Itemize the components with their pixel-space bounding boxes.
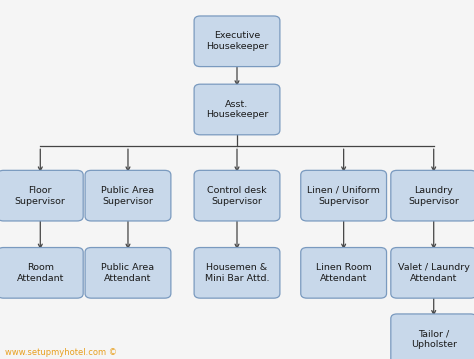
FancyBboxPatch shape bbox=[85, 248, 171, 298]
Text: Valet / Laundry
Attendant: Valet / Laundry Attendant bbox=[398, 263, 470, 283]
Text: Linen Room
Attendant: Linen Room Attendant bbox=[316, 263, 372, 283]
Text: Control desk
Supervisor: Control desk Supervisor bbox=[207, 186, 267, 206]
FancyBboxPatch shape bbox=[0, 248, 83, 298]
FancyBboxPatch shape bbox=[194, 170, 280, 221]
FancyBboxPatch shape bbox=[194, 84, 280, 135]
Text: Floor
Supervisor: Floor Supervisor bbox=[15, 186, 66, 206]
FancyBboxPatch shape bbox=[194, 16, 280, 67]
Text: Asst.
Housekeeper: Asst. Housekeeper bbox=[206, 99, 268, 120]
FancyBboxPatch shape bbox=[85, 170, 171, 221]
FancyBboxPatch shape bbox=[391, 248, 474, 298]
FancyBboxPatch shape bbox=[194, 248, 280, 298]
FancyBboxPatch shape bbox=[301, 170, 386, 221]
FancyBboxPatch shape bbox=[391, 314, 474, 359]
Text: Tailor /
Upholster: Tailor / Upholster bbox=[410, 329, 457, 349]
Text: Laundry
Supervisor: Laundry Supervisor bbox=[408, 186, 459, 206]
Text: Executive
Housekeeper: Executive Housekeeper bbox=[206, 31, 268, 51]
Text: www.setupmyhotel.com ©: www.setupmyhotel.com © bbox=[5, 348, 117, 357]
Text: Housemen &
Mini Bar Attd.: Housemen & Mini Bar Attd. bbox=[205, 263, 269, 283]
FancyBboxPatch shape bbox=[301, 248, 386, 298]
Text: Linen / Uniform
Supervisor: Linen / Uniform Supervisor bbox=[307, 186, 380, 206]
FancyBboxPatch shape bbox=[0, 170, 83, 221]
Text: Public Area
Supervisor: Public Area Supervisor bbox=[101, 186, 155, 206]
FancyBboxPatch shape bbox=[391, 170, 474, 221]
Text: Public Area
Attendant: Public Area Attendant bbox=[101, 263, 155, 283]
Text: Room
Attendant: Room Attendant bbox=[17, 263, 64, 283]
